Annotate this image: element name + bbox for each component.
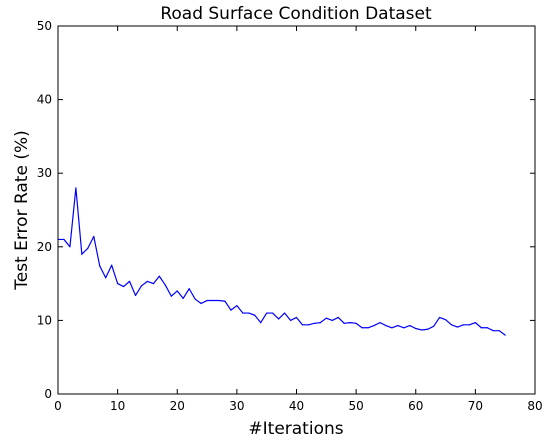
data-point xyxy=(385,324,387,327)
data-point xyxy=(242,312,244,314)
data-point xyxy=(343,322,345,324)
data-point xyxy=(230,309,232,311)
data-point xyxy=(182,297,184,299)
data-point xyxy=(266,312,268,314)
data-point xyxy=(415,327,417,330)
data-point xyxy=(111,264,113,266)
data-point xyxy=(134,294,137,296)
data-point xyxy=(504,334,506,336)
data-point xyxy=(319,322,321,324)
data-point xyxy=(325,317,327,319)
data-point xyxy=(337,316,339,319)
data-point xyxy=(128,280,131,282)
data-point xyxy=(75,187,77,189)
data-point xyxy=(140,285,143,287)
data-point xyxy=(474,322,476,324)
y-tick-label: 0 xyxy=(44,387,52,401)
ticks-layer: 0 10 20 30 40 50 60 70 80 0 10 20 30 40 50 xyxy=(37,19,543,413)
data-point xyxy=(224,300,226,302)
data-point xyxy=(170,295,172,297)
chart-title: Road Surface Condition Dataset xyxy=(160,4,432,24)
data-point xyxy=(158,275,160,277)
data-point xyxy=(379,322,381,324)
data-point xyxy=(188,288,190,290)
x-tick-label: 0 xyxy=(54,399,62,413)
data-point xyxy=(492,330,494,332)
y-tick-label: 10 xyxy=(37,313,52,327)
data-point xyxy=(421,329,423,331)
x-tick-label: 60 xyxy=(408,399,423,413)
data-point xyxy=(456,326,459,328)
data-point xyxy=(355,322,357,324)
series-layer xyxy=(57,187,506,336)
data-point xyxy=(283,312,286,314)
data-point xyxy=(194,298,196,300)
series-line xyxy=(58,187,506,336)
data-point xyxy=(248,312,250,314)
x-tick-label: 80 xyxy=(527,399,542,413)
data-point xyxy=(349,322,351,324)
data-point xyxy=(146,280,149,282)
data-point xyxy=(218,299,220,302)
data-point xyxy=(373,324,375,327)
data-point xyxy=(313,322,315,324)
data-point xyxy=(462,324,465,326)
data-point xyxy=(93,235,95,238)
data-point xyxy=(397,324,399,327)
data-point xyxy=(439,316,441,319)
data-point xyxy=(409,324,411,327)
plot-frame xyxy=(57,25,536,395)
data-point xyxy=(450,324,453,326)
data-point xyxy=(289,319,292,321)
x-tick-label: 70 xyxy=(468,399,483,413)
data-point xyxy=(122,285,125,288)
y-tick-label: 30 xyxy=(37,166,52,180)
x-tick-label: 10 xyxy=(110,399,125,413)
data-point xyxy=(403,327,405,329)
data-point xyxy=(260,322,262,324)
y-tick-label: 20 xyxy=(37,240,52,254)
data-point xyxy=(486,327,488,329)
x-axis-label: #Iterations xyxy=(248,419,343,439)
data-point xyxy=(468,324,471,326)
data-point xyxy=(63,238,65,241)
data-point xyxy=(272,312,274,314)
data-point xyxy=(212,299,214,302)
y-axis-label: Test Error Rate (%) xyxy=(12,130,32,291)
data-point xyxy=(206,299,208,302)
data-point xyxy=(367,327,369,329)
data-point xyxy=(69,246,71,248)
data-point xyxy=(236,305,238,307)
data-point xyxy=(361,327,363,329)
x-tick-label: 20 xyxy=(170,399,185,413)
data-point xyxy=(480,327,482,329)
data-point xyxy=(99,265,101,267)
x-tick-label: 30 xyxy=(229,399,244,413)
data-point xyxy=(117,283,119,285)
data-point xyxy=(307,324,310,326)
data-point xyxy=(433,325,435,327)
data-point xyxy=(87,247,89,249)
data-point xyxy=(331,319,333,321)
data-point xyxy=(278,318,280,320)
data-point xyxy=(81,253,83,255)
data-point xyxy=(295,316,298,319)
data-point xyxy=(427,328,429,330)
data-point xyxy=(164,284,166,286)
data-point xyxy=(301,324,304,326)
data-point xyxy=(176,290,178,292)
data-point xyxy=(105,277,107,279)
data-point xyxy=(254,314,256,316)
x-tick-label: 40 xyxy=(289,399,304,413)
y-tick-label: 40 xyxy=(37,93,52,107)
data-point xyxy=(444,319,447,321)
x-tick-label: 50 xyxy=(348,399,363,413)
data-point xyxy=(152,283,154,285)
y-tick-label: 50 xyxy=(37,19,52,33)
data-point xyxy=(498,330,500,332)
data-point xyxy=(391,327,393,329)
data-point xyxy=(200,302,202,305)
